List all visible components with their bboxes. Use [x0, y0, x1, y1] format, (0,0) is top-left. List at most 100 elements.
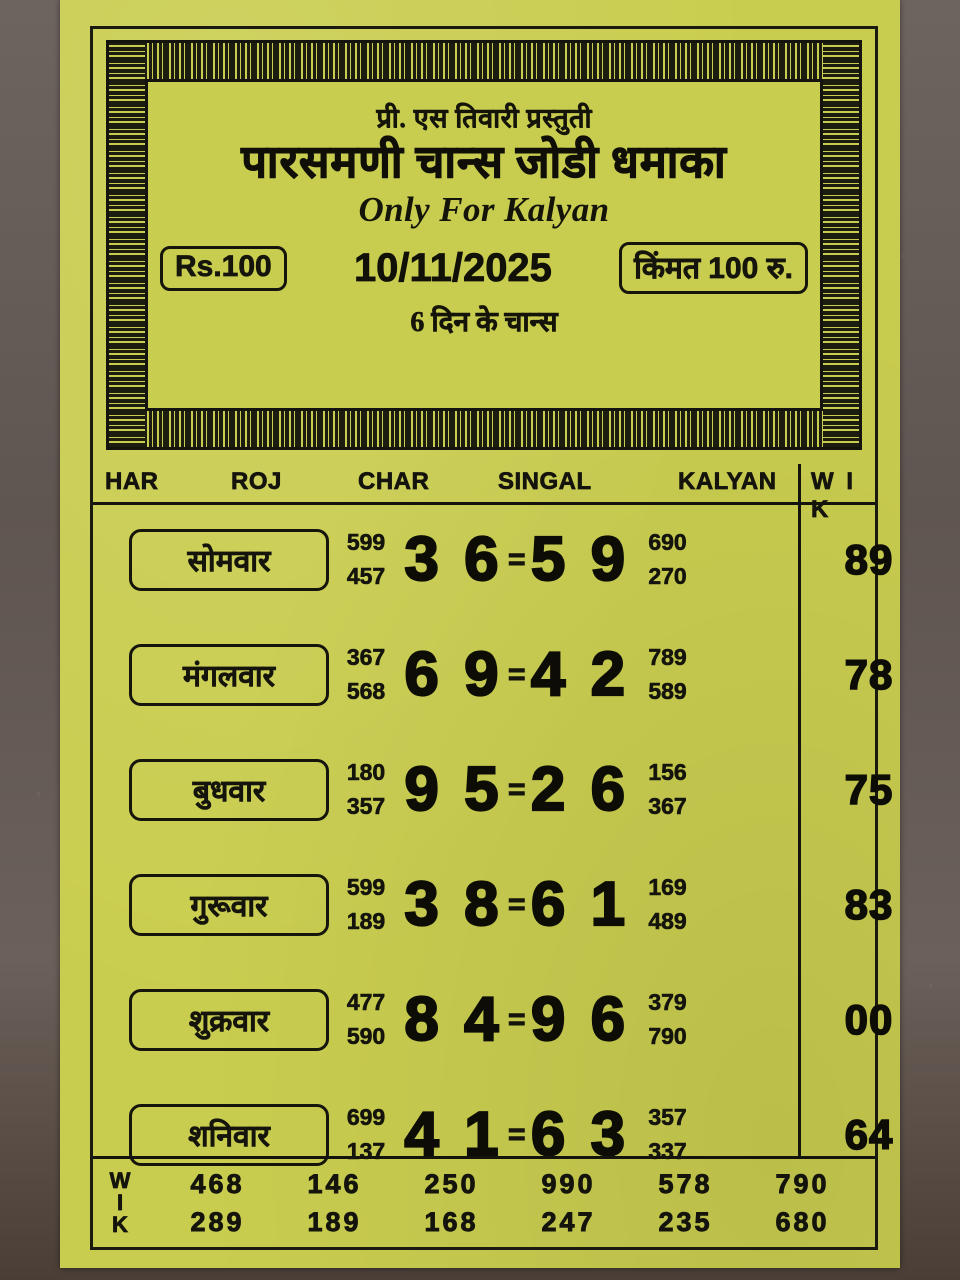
roj-pair: 477 590 — [337, 986, 395, 1053]
kalyan-bottom: 367 — [648, 792, 687, 819]
roj-pair: 599 457 — [337, 526, 395, 593]
day-label: गुरूवार — [129, 873, 329, 936]
roj-bottom: 457 — [346, 562, 386, 589]
kalyan-top: 357 — [648, 1104, 687, 1131]
kalyan-top: 156 — [648, 759, 687, 786]
wik-footer-top: 146 — [307, 1168, 362, 1199]
wik-footer-bottom: 235 — [658, 1207, 713, 1238]
equals-sign: = — [508, 542, 527, 576]
presenter-line: प्री. एस तिवारी प्रस्तुती — [376, 103, 592, 133]
ornamental-border-left — [109, 43, 145, 447]
column-header-char: CHAR — [358, 468, 430, 496]
singal-number: 5 9 — [530, 524, 630, 595]
wik-footer-top: 250 — [424, 1168, 479, 1199]
column-header-roj: ROJ — [231, 468, 282, 496]
roj-pair: 699 137 — [337, 1101, 395, 1168]
wik-footer-column: 790 680 — [775, 1165, 829, 1242]
table-body: सोमवार 599 457 3 6 = 5 9 690 270 89 मंगल… — [93, 502, 893, 1170]
table-row: शुक्रवार 477 590 8 4 = 9 6 379 790 00 — [93, 962, 893, 1077]
wik-value: 75 — [844, 765, 894, 814]
table-row: बुधवार 180 357 9 5 = 2 6 156 367 75 — [93, 732, 893, 847]
roj-bottom: 137 — [346, 1137, 386, 1164]
wik-footer-bottom: 189 — [307, 1207, 362, 1238]
kalyan-bottom: 270 — [648, 562, 687, 589]
column-header-kalyan: KALYAN — [678, 468, 777, 496]
roj-pair: 599 189 — [337, 871, 395, 938]
table-row: सोमवार 599 457 3 6 = 5 9 690 270 89 — [93, 502, 893, 617]
price-date-row: Rs.100 10/11/2025 किंमत 100 रु. — [148, 242, 820, 295]
wik-label-w: W — [109, 1168, 131, 1193]
char-number: 8 4 — [403, 984, 503, 1055]
roj-top: 477 — [346, 989, 386, 1016]
kalyan-pair: 379 790 — [639, 986, 697, 1053]
wik-footer-columns: 468 289 146 189 250 168 990 247 578 23 — [137, 1165, 875, 1242]
singal-number: 2 6 — [530, 754, 630, 825]
wik-footer-column: 468 289 — [190, 1165, 244, 1242]
wik-label-i: I — [116, 1190, 124, 1215]
wik-label-k: K — [112, 1212, 129, 1237]
column-header-wik: W I K — [811, 468, 856, 524]
kalyan-bottom: 589 — [648, 677, 687, 704]
table-row: गुरूवार 599 189 3 8 = 6 1 169 489 83 — [93, 847, 893, 962]
wik-footer: W I K 468 289 146 189 250 168 990 — [93, 1156, 875, 1247]
chart-date: 10/11/2025 — [353, 245, 553, 290]
wik-value: 83 — [844, 880, 894, 929]
kalyan-pair: 690 270 — [639, 526, 697, 593]
page-title: पारसमणी चान्स जोडी धमाका — [241, 137, 727, 187]
lottery-chart-card: प्री. एस तिवारी प्रस्तुती पारसमणी चान्स … — [60, 0, 900, 1268]
ornamental-border-bottom — [109, 411, 859, 447]
equals-sign: = — [508, 657, 527, 691]
kalyan-pair: 156 367 — [639, 756, 697, 823]
wik-footer-bottom: 289 — [190, 1207, 245, 1238]
wik-footer-bottom: 680 — [775, 1207, 830, 1238]
roj-top: 180 — [346, 759, 386, 786]
wik-footer-top: 790 — [775, 1168, 830, 1199]
wik-column-divider — [798, 464, 801, 1159]
price-badge-marathi: किंमत 100 रु. — [619, 242, 808, 295]
wik-footer-top: 578 — [658, 1168, 713, 1199]
equals-sign: = — [508, 1117, 527, 1151]
roj-bottom: 590 — [346, 1022, 386, 1049]
kalyan-pair: 789 589 — [639, 641, 697, 708]
roj-top: 367 — [346, 644, 386, 671]
table-row: मंगलवार 367 568 6 9 = 4 2 789 589 78 — [93, 617, 893, 732]
wik-footer-top: 990 — [541, 1168, 596, 1199]
kalyan-top: 379 — [648, 989, 687, 1016]
kalyan-top: 690 — [648, 529, 687, 556]
kalyan-pair: 357 337 — [639, 1101, 697, 1168]
char-number: 3 6 — [403, 524, 503, 595]
wik-footer-column: 250 168 — [424, 1165, 478, 1242]
day-label: सोमवार — [129, 528, 329, 591]
kalyan-bottom: 337 — [648, 1137, 687, 1164]
masthead-inner: प्री. एस तिवारी प्रस्तुती पारसमणी चान्स … — [145, 79, 823, 411]
roj-bottom: 189 — [346, 907, 386, 934]
ornamental-border-right — [823, 43, 859, 447]
singal-number: 9 6 — [530, 984, 630, 1055]
day-label: मंगलवार — [129, 643, 329, 706]
wik-value: 64 — [844, 1110, 894, 1159]
days-note: 6 दिन के चान्स — [410, 307, 558, 339]
roj-bottom: 568 — [346, 677, 386, 704]
column-header-har: HAR — [105, 468, 159, 496]
kalyan-bottom: 790 — [648, 1022, 687, 1049]
price-badge-english: Rs.100 — [160, 245, 287, 291]
singal-number: 4 2 — [530, 639, 630, 710]
roj-pair: 367 568 — [337, 641, 395, 708]
wik-footer-bottom: 247 — [541, 1207, 596, 1238]
kalyan-bottom: 489 — [648, 907, 687, 934]
card-outer-frame — [90, 26, 878, 1250]
wik-footer-column: 146 189 — [307, 1165, 361, 1242]
singal-number: 6 1 — [530, 869, 630, 940]
wik-value: 89 — [844, 535, 894, 584]
equals-sign: = — [508, 887, 527, 921]
column-header-singal: SINGAL — [498, 468, 592, 496]
table-column-headers: HAR ROJ CHAR SINGAL KALYAN W I K — [93, 464, 875, 523]
roj-bottom: 357 — [346, 792, 386, 819]
wik-value: 78 — [844, 650, 894, 699]
wik-footer-column: 578 235 — [658, 1165, 712, 1242]
kalyan-top: 789 — [648, 644, 687, 671]
roj-top: 699 — [346, 1104, 386, 1131]
kalyan-top: 169 — [648, 874, 687, 901]
wik-footer-label: W I K — [103, 1168, 137, 1237]
char-number: 6 9 — [403, 639, 503, 710]
